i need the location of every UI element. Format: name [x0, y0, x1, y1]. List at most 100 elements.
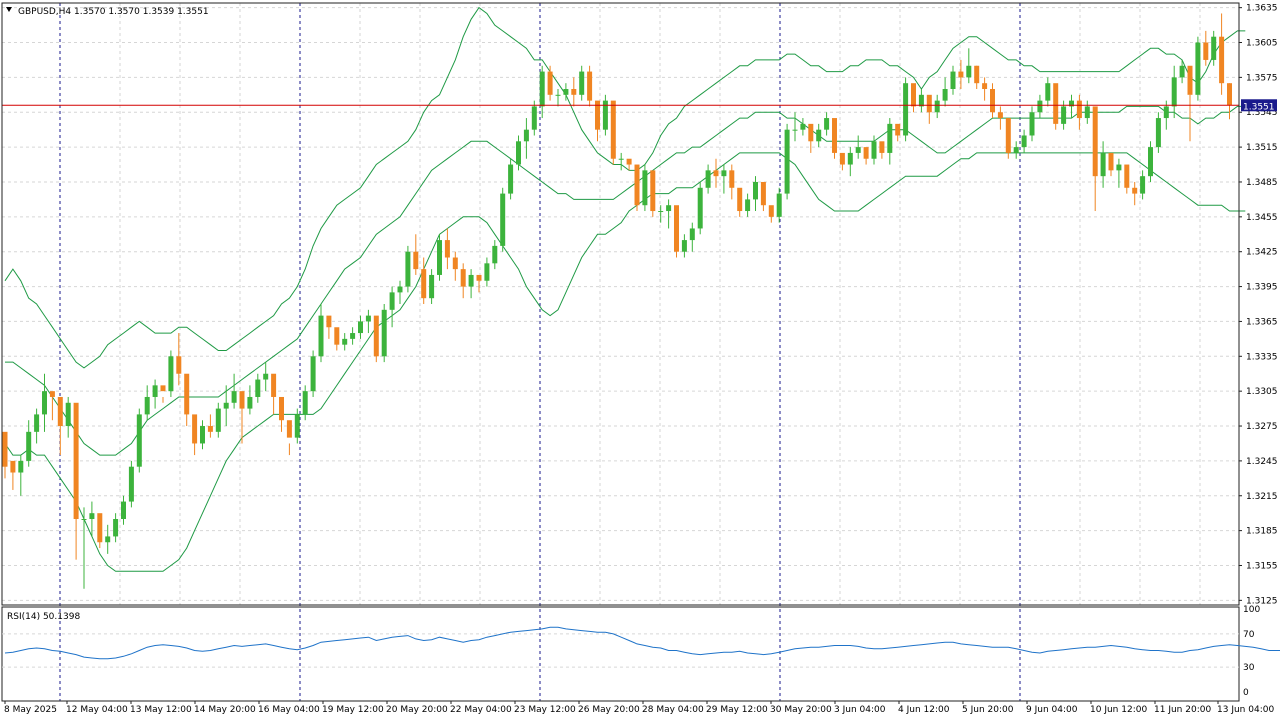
- candle[interactable]: [737, 187, 743, 217]
- candle[interactable]: [934, 94, 940, 119]
- candle[interactable]: [942, 77, 948, 107]
- candle[interactable]: [468, 269, 474, 299]
- candle[interactable]: [358, 315, 363, 339]
- candle[interactable]: [808, 123, 814, 153]
- candle[interactable]: [855, 135, 861, 159]
- candle[interactable]: [89, 501, 95, 537]
- candle[interactable]: [776, 187, 782, 223]
- candle[interactable]: [373, 315, 379, 363]
- candle[interactable]: [207, 414, 213, 438]
- candle[interactable]: [271, 373, 277, 415]
- candle[interactable]: [1211, 30, 1217, 66]
- candle[interactable]: [666, 199, 672, 229]
- candle[interactable]: [121, 495, 126, 525]
- candle[interactable]: [863, 147, 869, 165]
- candle[interactable]: [286, 420, 292, 456]
- candle[interactable]: [531, 100, 537, 136]
- candle[interactable]: [318, 304, 324, 363]
- candle[interactable]: [824, 112, 830, 136]
- candle[interactable]: [215, 402, 221, 438]
- candle[interactable]: [658, 205, 664, 223]
- candle[interactable]: [618, 152, 624, 171]
- candle[interactable]: [452, 251, 458, 281]
- candle[interactable]: [1021, 129, 1027, 153]
- candle[interactable]: [200, 420, 205, 450]
- candle[interactable]: [176, 333, 182, 386]
- candle[interactable]: [1053, 83, 1059, 130]
- candle[interactable]: [160, 385, 166, 403]
- candle[interactable]: [1227, 83, 1232, 120]
- candle[interactable]: [334, 327, 340, 351]
- candle[interactable]: [697, 181, 703, 235]
- candle[interactable]: [847, 147, 853, 177]
- candle[interactable]: [1013, 141, 1019, 159]
- candle[interactable]: [547, 65, 553, 101]
- candle[interactable]: [713, 158, 719, 188]
- candle[interactable]: [1108, 152, 1114, 177]
- candle[interactable]: [634, 164, 640, 212]
- candle[interactable]: [444, 228, 450, 270]
- candle[interactable]: [745, 193, 751, 217]
- candle[interactable]: [326, 315, 332, 339]
- candle[interactable]: [144, 385, 150, 421]
- candle[interactable]: [429, 269, 435, 304]
- candle[interactable]: [1203, 30, 1209, 66]
- candle[interactable]: [310, 350, 316, 397]
- candle[interactable]: [650, 170, 656, 217]
- candle[interactable]: [57, 396, 63, 456]
- candle[interactable]: [681, 234, 687, 258]
- candle[interactable]: [389, 286, 395, 328]
- candle[interactable]: [1187, 65, 1193, 142]
- candle[interactable]: [1069, 94, 1074, 119]
- candle[interactable]: [1037, 94, 1043, 119]
- candle[interactable]: [136, 408, 142, 473]
- candle[interactable]: [476, 274, 482, 293]
- candle[interactable]: [729, 164, 735, 200]
- candle[interactable]: [871, 135, 877, 165]
- candle[interactable]: [800, 118, 806, 136]
- candle[interactable]: [768, 205, 774, 223]
- candle[interactable]: [674, 205, 679, 258]
- candle[interactable]: [839, 152, 845, 171]
- candle[interactable]: [42, 373, 47, 432]
- candle[interactable]: [192, 414, 198, 456]
- candle[interactable]: [1219, 13, 1225, 95]
- candle[interactable]: [49, 391, 55, 421]
- candle[interactable]: [1155, 112, 1161, 153]
- candle[interactable]: [18, 455, 24, 496]
- candle[interactable]: [595, 100, 600, 142]
- candle[interactable]: [1124, 164, 1130, 194]
- candle[interactable]: [1116, 158, 1122, 188]
- candle[interactable]: [421, 257, 427, 304]
- candle[interactable]: [168, 350, 174, 397]
- candle[interactable]: [437, 234, 442, 281]
- candle[interactable]: [105, 524, 111, 554]
- candle[interactable]: [294, 408, 300, 444]
- candle[interactable]: [152, 379, 158, 409]
- candle[interactable]: [721, 164, 727, 194]
- candle[interactable]: [879, 141, 885, 159]
- candle[interactable]: [1132, 181, 1138, 206]
- candle[interactable]: [563, 83, 569, 101]
- candle[interactable]: [966, 48, 972, 84]
- candle[interactable]: [508, 158, 514, 200]
- candle[interactable]: [1140, 170, 1146, 200]
- candle[interactable]: [990, 83, 995, 119]
- candle[interactable]: [1005, 118, 1011, 159]
- candle[interactable]: [832, 118, 837, 159]
- candle[interactable]: [792, 112, 798, 142]
- candle[interactable]: [302, 385, 308, 421]
- candle[interactable]: [784, 123, 790, 200]
- candle[interactable]: [610, 100, 616, 165]
- candle[interactable]: [405, 245, 411, 293]
- candle[interactable]: [484, 257, 490, 287]
- candle[interactable]: [2, 431, 8, 479]
- candle[interactable]: [247, 385, 253, 415]
- candle[interactable]: [579, 65, 585, 101]
- candle[interactable]: [500, 187, 506, 252]
- candle[interactable]: [263, 362, 269, 392]
- candle[interactable]: [1076, 94, 1082, 130]
- candle[interactable]: [974, 65, 980, 89]
- candle[interactable]: [255, 373, 261, 403]
